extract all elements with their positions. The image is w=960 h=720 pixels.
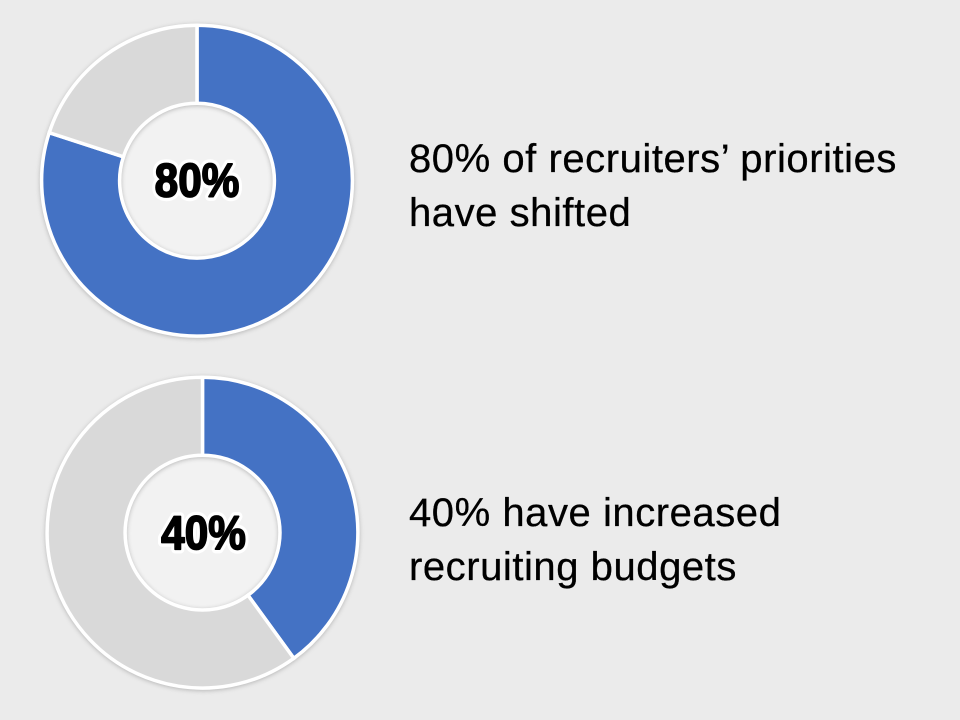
svg-text:40%: 40% <box>161 508 246 560</box>
svg-text:80%: 80% <box>155 155 240 207</box>
svg-text:80%: 80% <box>155 155 240 207</box>
svg-text:40%: 40% <box>161 508 246 560</box>
